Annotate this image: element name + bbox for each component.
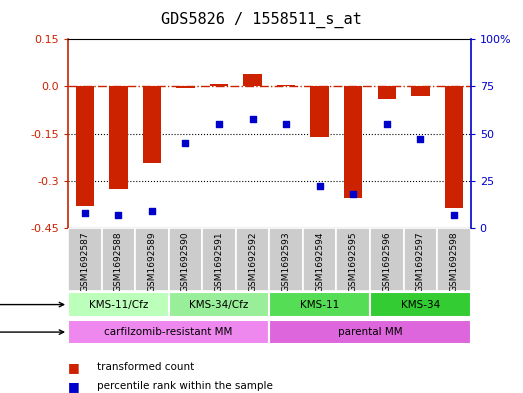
Point bbox=[282, 121, 290, 127]
Text: GSM1692592: GSM1692592 bbox=[248, 231, 257, 292]
Point bbox=[114, 211, 122, 218]
Bar bbox=[269, 320, 471, 344]
Bar bbox=[109, 86, 128, 189]
Text: GSM1692590: GSM1692590 bbox=[181, 231, 190, 292]
Point bbox=[215, 121, 223, 127]
Text: cell line: cell line bbox=[0, 299, 64, 310]
Point bbox=[147, 208, 156, 214]
Text: GSM1692595: GSM1692595 bbox=[349, 231, 358, 292]
Bar bbox=[277, 85, 295, 86]
Bar bbox=[311, 86, 329, 137]
Text: GSM1692587: GSM1692587 bbox=[80, 231, 89, 292]
Bar bbox=[378, 86, 396, 99]
Bar bbox=[269, 228, 303, 291]
Bar bbox=[75, 86, 94, 206]
Bar bbox=[445, 86, 463, 208]
Bar bbox=[210, 84, 228, 86]
Bar bbox=[344, 86, 362, 198]
Bar bbox=[303, 228, 336, 291]
Text: parental MM: parental MM bbox=[338, 327, 402, 337]
Point bbox=[383, 121, 391, 127]
Text: ■: ■ bbox=[68, 380, 79, 393]
Text: KMS-11: KMS-11 bbox=[300, 299, 339, 310]
Bar bbox=[68, 228, 101, 291]
Text: percentile rank within the sample: percentile rank within the sample bbox=[97, 381, 272, 391]
Bar bbox=[202, 228, 236, 291]
Text: GSM1692589: GSM1692589 bbox=[147, 231, 156, 292]
Text: ■: ■ bbox=[68, 361, 79, 374]
Text: GSM1692598: GSM1692598 bbox=[449, 231, 459, 292]
Text: GSM1692596: GSM1692596 bbox=[382, 231, 391, 292]
Bar bbox=[404, 228, 437, 291]
Bar bbox=[176, 86, 195, 88]
Bar bbox=[68, 320, 269, 344]
Bar bbox=[370, 292, 471, 317]
Text: GSM1692597: GSM1692597 bbox=[416, 231, 425, 292]
Text: KMS-34: KMS-34 bbox=[401, 299, 440, 310]
Bar bbox=[269, 292, 370, 317]
Text: GSM1692591: GSM1692591 bbox=[214, 231, 223, 292]
Point bbox=[181, 140, 190, 146]
Bar bbox=[236, 228, 269, 291]
Point bbox=[416, 136, 425, 142]
Point bbox=[81, 210, 89, 216]
Bar bbox=[143, 86, 161, 163]
Point bbox=[315, 183, 324, 189]
Text: GSM1692594: GSM1692594 bbox=[315, 231, 324, 292]
Bar bbox=[336, 228, 370, 291]
Bar bbox=[135, 228, 168, 291]
Text: cell type: cell type bbox=[0, 327, 64, 337]
Point bbox=[349, 191, 357, 197]
Bar bbox=[168, 292, 269, 317]
Point bbox=[450, 211, 458, 218]
Bar bbox=[101, 228, 135, 291]
Text: carfilzomib-resistant MM: carfilzomib-resistant MM bbox=[105, 327, 233, 337]
Bar bbox=[370, 228, 404, 291]
Text: KMS-11/Cfz: KMS-11/Cfz bbox=[88, 299, 148, 310]
Text: GSM1692593: GSM1692593 bbox=[281, 231, 291, 292]
Bar bbox=[243, 74, 262, 86]
Bar bbox=[168, 228, 202, 291]
Text: transformed count: transformed count bbox=[97, 362, 194, 373]
Text: GSM1692588: GSM1692588 bbox=[114, 231, 123, 292]
Point bbox=[248, 116, 257, 122]
Text: GDS5826 / 1558511_s_at: GDS5826 / 1558511_s_at bbox=[161, 12, 362, 28]
Bar bbox=[411, 86, 429, 96]
Bar bbox=[68, 292, 168, 317]
Bar bbox=[437, 228, 471, 291]
Text: KMS-34/Cfz: KMS-34/Cfz bbox=[189, 299, 249, 310]
